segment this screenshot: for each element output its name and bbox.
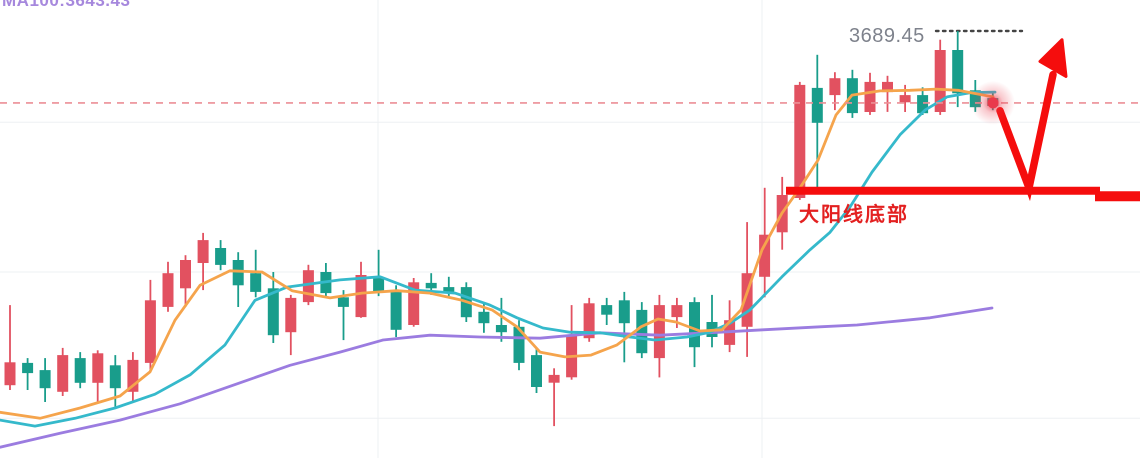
candle-body bbox=[267, 288, 279, 336]
candle-body bbox=[671, 305, 683, 318]
candle-body bbox=[109, 365, 121, 389]
candle-body bbox=[653, 305, 665, 359]
candle-body bbox=[92, 353, 104, 383]
candle-body bbox=[636, 309, 648, 354]
ma-indicator-label: MA100:3643.43 bbox=[2, 0, 131, 10]
candle-body bbox=[759, 234, 771, 277]
candle-wick bbox=[342, 290, 345, 341]
ma100-line bbox=[0, 306, 994, 449]
candle-wick bbox=[623, 291, 626, 363]
candle-body bbox=[408, 282, 420, 325]
candle-body bbox=[39, 370, 51, 389]
candle-body bbox=[337, 297, 349, 307]
candle-body bbox=[22, 362, 34, 374]
candle-body bbox=[794, 84, 806, 198]
candle-body bbox=[899, 95, 911, 103]
candle-body bbox=[443, 287, 455, 292]
candle-body bbox=[302, 270, 314, 303]
candle-wick bbox=[886, 75, 889, 112]
candle-body bbox=[180, 260, 191, 289]
candle-wick bbox=[26, 358, 29, 390]
candle-wick bbox=[711, 294, 713, 348]
candle-body bbox=[425, 282, 437, 289]
candle-body bbox=[548, 374, 560, 383]
candle-body bbox=[618, 300, 630, 324]
high-price-label: 3689.45 bbox=[849, 25, 925, 47]
candle-body bbox=[741, 273, 753, 327]
candle-body bbox=[513, 326, 525, 363]
candle-body bbox=[495, 325, 507, 333]
candle-body bbox=[215, 248, 227, 265]
candle-body bbox=[829, 78, 841, 96]
candle-body bbox=[250, 273, 262, 292]
candle-body bbox=[689, 302, 700, 348]
v-arrow-shaft bbox=[996, 70, 1057, 202]
candle-body bbox=[74, 358, 86, 383]
candle-body bbox=[232, 260, 244, 286]
candle-body bbox=[864, 81, 876, 112]
candle-body bbox=[4, 362, 16, 386]
candle-body bbox=[882, 81, 893, 93]
candle-body bbox=[478, 311, 490, 324]
candle-body bbox=[934, 50, 946, 112]
candle-body bbox=[811, 87, 823, 123]
candle-body bbox=[390, 290, 402, 330]
price-pulse-dot bbox=[987, 97, 999, 109]
candle-body bbox=[601, 305, 613, 315]
candle-body bbox=[583, 303, 595, 339]
candle-body bbox=[57, 355, 69, 392]
candle-body bbox=[127, 359, 139, 392]
candle-wick bbox=[500, 297, 503, 342]
candle-body bbox=[373, 278, 385, 293]
candle-wick bbox=[9, 305, 11, 390]
candle-body bbox=[355, 275, 367, 318]
candle-body bbox=[197, 240, 209, 263]
candle-body bbox=[162, 273, 174, 307]
candle-body bbox=[285, 297, 297, 333]
v-arrow-head bbox=[1038, 38, 1068, 78]
ma-fast-line bbox=[0, 87, 995, 420]
candle-body bbox=[144, 300, 156, 363]
candle-body bbox=[917, 95, 929, 114]
candle-body bbox=[531, 355, 542, 387]
support-annotation-label: 大阳线底部 bbox=[799, 204, 909, 226]
candle-wick bbox=[377, 249, 380, 297]
candle-wick bbox=[553, 368, 555, 427]
candle-body bbox=[952, 50, 964, 94]
ma-mid-line bbox=[0, 90, 997, 428]
